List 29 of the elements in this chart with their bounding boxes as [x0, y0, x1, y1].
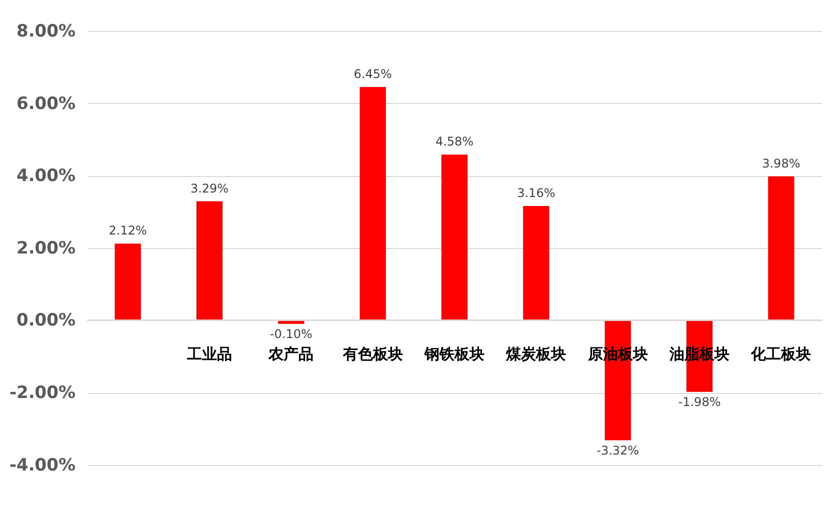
bar — [360, 87, 386, 320]
data-label: 4.58% — [435, 134, 474, 149]
x-tick-label: 工业品 — [186, 345, 232, 364]
bar — [768, 176, 794, 320]
data-label: 3.29% — [190, 181, 229, 196]
data-label: 3.98% — [762, 156, 800, 170]
y-tick-label: 0.00% — [16, 310, 76, 331]
y-tick-label: 8.00% — [16, 22, 76, 42]
bar — [114, 244, 141, 320]
data-label: 3.16% — [517, 186, 556, 200]
data-label: 2.12% — [108, 224, 147, 238]
data-label: -0.10% — [270, 326, 312, 341]
data-label: -1.98% — [678, 394, 721, 409]
x-tick-label: 农产品 — [268, 345, 314, 364]
bar — [441, 154, 468, 320]
y-tick-label: 2.00% — [16, 238, 76, 258]
x-tick-label: 煤炭板块 — [505, 345, 566, 364]
x-tick-label: 钢铁板块 — [424, 345, 484, 364]
data-label: 6.45% — [354, 67, 392, 82]
y-tick-label: -4.00% — [9, 455, 76, 476]
y-tick-label: 6.00% — [16, 94, 76, 114]
y-tick-label: -2.00% — [9, 383, 76, 404]
x-tick-label: 化工板块 — [750, 345, 812, 364]
data-label: -3.32% — [596, 443, 640, 458]
bar — [196, 201, 223, 320]
bar — [523, 206, 550, 320]
bar — [278, 320, 304, 324]
x-tick-label: 有色板块 — [342, 345, 403, 364]
y-tick-label: 4.00% — [16, 166, 76, 186]
